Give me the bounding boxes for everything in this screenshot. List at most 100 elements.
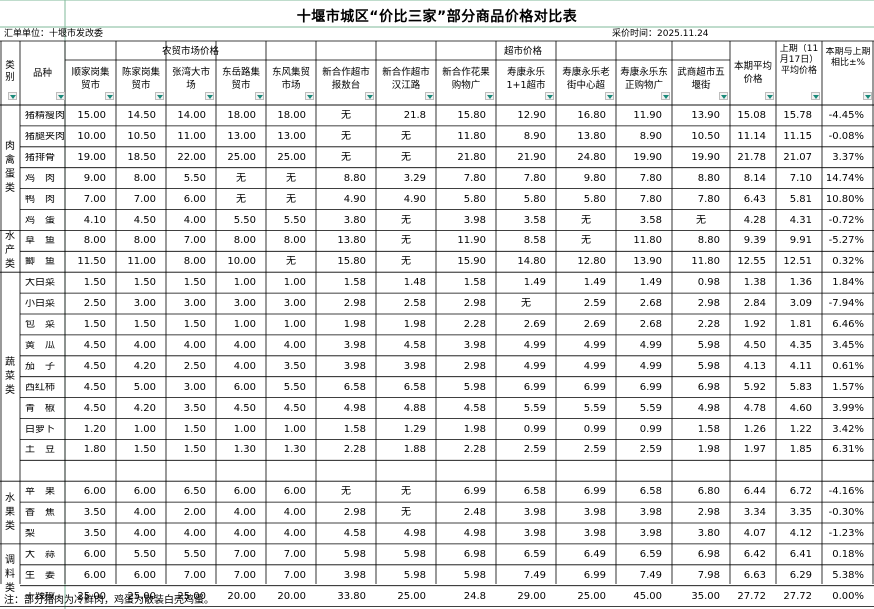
price-cell: 5.80 [463, 193, 486, 205]
price-cell: 1.98 [463, 423, 486, 435]
change-cell: 0.00% [832, 590, 864, 602]
price-cell: 1.50 [183, 444, 206, 456]
market-3-filter-dropdown-icon[interactable] [255, 92, 264, 100]
price-cell: 无 [401, 486, 411, 498]
market-1-filter-dropdown-icon[interactable] [155, 92, 164, 100]
price-cell: 25.00 [227, 151, 256, 163]
price-cell: 2.69 [583, 319, 606, 330]
previous-avg-cell: 4.12 [789, 528, 812, 539]
super-1-filter-dropdown-icon[interactable] [425, 92, 434, 100]
price-cell: 无 [236, 172, 246, 184]
price-cell: 2.28 [343, 444, 366, 456]
price-cell: 2.59 [523, 444, 546, 456]
super-4-filter-dropdown-icon[interactable] [605, 92, 614, 100]
price-cell: 4.98 [343, 402, 366, 414]
price-cell: 4.00 [233, 360, 256, 372]
price-cell: 无 [341, 130, 351, 142]
previous-avg-cell: 5.83 [789, 381, 812, 393]
current-avg-filter-dropdown-icon[interactable] [765, 92, 774, 100]
price-cell: 2.98 [343, 298, 366, 310]
category-label: 肉禽蛋类 [5, 140, 15, 194]
current-avg-cell: 11.14 [737, 130, 766, 142]
price-cell: 3.98 [463, 214, 486, 226]
market-0-filter-dropdown-icon[interactable] [105, 92, 114, 100]
item-name: 包 菜 [25, 320, 55, 330]
price-cell: 5.50 [233, 214, 256, 226]
price-cell: 6.49 [583, 548, 606, 560]
price-cell: 14.00 [177, 110, 206, 121]
price-cell: 3.00 [283, 298, 306, 310]
current-avg-header: 本期平均价格 [733, 61, 772, 85]
change-cell: 1.84% [832, 277, 864, 289]
price-cell: 无 [341, 110, 351, 121]
price-cell: 13.80 [577, 130, 606, 142]
change-cell: 1.57% [832, 381, 864, 393]
price-cell: 10.00 [227, 256, 256, 268]
price-cell: 无 [401, 235, 411, 247]
price-cell: 11.90 [457, 235, 486, 247]
previous-avg-cell: 1.85 [789, 444, 812, 456]
footnote: 注：部分猪肉为冷鲜肉，鸡蛋为散装白壳鸡蛋。 [4, 595, 214, 606]
price-cell: 4.00 [183, 214, 206, 226]
item-name: 青 椒 [25, 403, 55, 414]
price-cell: 6.00 [233, 486, 256, 498]
price-cell: 15.80 [337, 256, 366, 268]
super-3-filter-dropdown-icon[interactable] [545, 92, 554, 100]
price-cell: 1.88 [403, 444, 426, 456]
price-cell: 6.98 [463, 548, 486, 560]
price-cell: 3.98 [523, 528, 546, 539]
price-cell: 6.00 [283, 486, 306, 498]
name-filter-dropdown-icon[interactable] [56, 92, 65, 100]
previous-avg-cell: 6.29 [789, 569, 812, 581]
super-5-filter-dropdown-icon[interactable] [661, 92, 670, 100]
price-cell: 5.50 [283, 214, 306, 226]
price-cell: 7.00 [233, 548, 256, 560]
super-6-filter-dropdown-icon[interactable] [719, 92, 728, 100]
change-filter-dropdown-icon[interactable] [863, 92, 872, 100]
item-name: 小白菜 [25, 299, 55, 310]
price-cell: 10.50 [127, 130, 156, 142]
change-cell: 0.18% [832, 548, 864, 560]
previous-avg-filter-dropdown-icon[interactable] [811, 92, 820, 100]
price-cell: 5.59 [583, 402, 606, 414]
price-cell: 8.00 [283, 235, 306, 247]
price-cell: 6.99 [583, 486, 606, 498]
price-cell: 22.00 [177, 151, 206, 163]
item-name: 苹 果 [25, 487, 55, 498]
price-cell: 无 [286, 172, 296, 184]
change-cell: 10.80% [825, 193, 864, 205]
price-cell: 2.69 [523, 319, 546, 330]
super-2-filter-dropdown-icon[interactable] [485, 92, 494, 100]
price-cell: 4.98 [463, 528, 486, 539]
price-cell: 4.58 [343, 528, 366, 539]
change-cell: -0.08% [828, 130, 864, 142]
price-cell: 4.00 [283, 528, 306, 539]
price-cell: 10.00 [77, 130, 106, 142]
price-cell: 20.00 [277, 590, 306, 602]
price-cell: 8.00 [133, 235, 156, 247]
price-cell: 6.80 [697, 486, 720, 498]
price-cell: 4.00 [233, 528, 256, 539]
price-cell: 7.00 [83, 193, 106, 205]
price-cell: 4.90 [343, 193, 366, 205]
market-header: 东风集贸市场 [271, 67, 310, 91]
date-label: 采价时间：2025.11.24 [612, 29, 709, 39]
change-cell: 3.45% [832, 339, 864, 351]
category-filter-dropdown-icon[interactable] [8, 92, 17, 100]
price-cell: 8.00 [133, 172, 156, 184]
price-cell: 6.99 [523, 381, 546, 393]
super-0-filter-dropdown-icon[interactable] [365, 92, 374, 100]
price-cell: 3.98 [639, 528, 662, 539]
supermarket-header: 新合作超市报敖台 [322, 67, 370, 91]
supermarket-header: 新合作花果购物广 [442, 67, 490, 91]
price-cell: 5.98 [403, 548, 426, 560]
price-cell: 无 [401, 507, 411, 519]
current-avg-cell: 6.42 [743, 548, 766, 560]
market-4-filter-dropdown-icon[interactable] [305, 92, 314, 100]
price-cell: 11.50 [77, 256, 106, 268]
current-avg-cell: 4.78 [743, 402, 766, 414]
price-cell: 24.80 [577, 151, 606, 163]
market-2-filter-dropdown-icon[interactable] [205, 92, 214, 100]
current-avg-cell: 5.92 [743, 381, 766, 393]
price-cell: 6.00 [83, 486, 106, 498]
